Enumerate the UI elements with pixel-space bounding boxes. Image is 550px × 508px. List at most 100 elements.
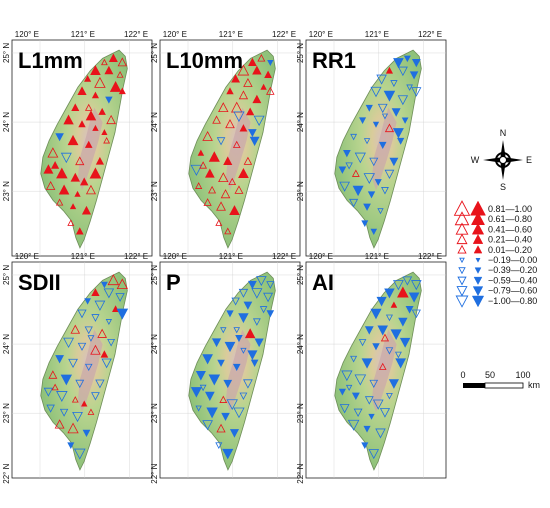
trend-marker-up [95, 156, 104, 165]
trend-marker-down [411, 280, 422, 291]
trend-marker-down [376, 74, 387, 85]
trend-marker-down [235, 335, 243, 343]
lat-tick-label: 25° N [2, 43, 11, 63]
trend-marker-down [250, 359, 259, 367]
trend-marker-down [354, 374, 367, 386]
panel-title: SDII [18, 270, 61, 295]
trend-marker-down [224, 341, 236, 353]
legend-range-label: 0.61—0.80 [488, 214, 532, 224]
trend-marker-up [70, 324, 81, 334]
trend-marker-up [43, 164, 54, 174]
lon-tick-label: 120° E [309, 252, 333, 261]
trend-marker-down [215, 442, 223, 450]
trend-marker-down [368, 449, 380, 460]
trend-marker-down [222, 448, 234, 460]
trend-marker-up [97, 328, 108, 338]
trend-marker-up [48, 370, 58, 379]
trend-marker-down [363, 173, 375, 184]
trend-marker-up [260, 83, 267, 90]
trend-marker-down [405, 305, 414, 314]
legend-filled-up-icon [473, 245, 483, 254]
trend-marker-down [77, 309, 87, 319]
trend-marker-up [243, 156, 253, 165]
trend-marker-down [392, 128, 404, 139]
compass-n-label: N [500, 128, 507, 138]
trend-marker-up [208, 185, 217, 194]
trend-marker-down [116, 308, 129, 320]
trend-marker-down [398, 317, 408, 327]
trend-marker-up [116, 71, 124, 78]
trend-marker-up [226, 87, 234, 95]
legend-hollow-up-icon [454, 211, 470, 226]
trend-marker-down [115, 293, 125, 302]
trend-marker-down [204, 391, 215, 401]
trend-marker-up [390, 301, 398, 308]
trend-marker-down [216, 137, 226, 146]
trend-marker-up [246, 107, 255, 116]
trend-marker-up [80, 177, 89, 186]
trend-marker-down [339, 181, 350, 192]
trend-marker-down [248, 129, 257, 138]
trend-marker-up [219, 395, 228, 403]
trend-marker-up [378, 362, 387, 370]
lon-tick-label: 122° E [272, 252, 296, 261]
trend-marker-up [205, 168, 215, 178]
panel-title: AI [312, 270, 334, 295]
trend-marker-up [252, 94, 262, 104]
legend-filled-down-icon [471, 295, 485, 308]
trend-marker-up [266, 86, 275, 95]
trend-marker-down [406, 84, 413, 91]
trend-marker-down [368, 413, 375, 420]
trend-marker-down [107, 338, 116, 347]
lon-tick-label: 122° E [418, 30, 442, 39]
legend-filled-down-icon [475, 257, 481, 263]
legend-range-label: −1.00—0.80 [488, 296, 537, 306]
trend-marker-down [238, 288, 249, 298]
legend-hollow-up-icon [457, 244, 467, 254]
trend-marker-down [247, 280, 257, 290]
lat-tick-label: 23° N [296, 403, 305, 423]
legend-filled-down-icon [474, 267, 482, 274]
trend-marker-down [409, 71, 419, 80]
trend-marker-up [244, 328, 256, 339]
trend-marker-up [232, 140, 241, 148]
trend-marker-down [84, 298, 91, 305]
lon-tick-label: 121° E [365, 252, 389, 261]
trend-marker-up [104, 65, 114, 75]
trend-marker-down [363, 203, 371, 211]
trend-marker-down [252, 318, 261, 326]
trend-marker-down [390, 329, 402, 340]
lat-tick-label: 24° N [296, 112, 305, 132]
trend-marker-up [117, 57, 128, 67]
lat-tick-label: 23° N [296, 181, 305, 201]
lon-tick-label: 120° E [309, 30, 333, 39]
trend-marker-down [361, 442, 369, 450]
lat-tick-label: 22° N [2, 463, 11, 483]
trend-marker-down [350, 355, 358, 363]
lat-tick-label: 23° N [150, 181, 159, 201]
lon-tick-label: 121° E [219, 30, 243, 39]
trend-marker-down [233, 111, 245, 123]
trend-marker-up [74, 190, 81, 197]
trend-marker-up [81, 205, 92, 215]
trend-marker-down [338, 166, 347, 174]
trend-marker-up [397, 286, 409, 298]
trend-marker-down [67, 442, 75, 450]
trend-marker-up [67, 219, 75, 226]
trend-marker-down [105, 319, 113, 326]
trend-marker-up [252, 65, 262, 75]
trend-marker-up [239, 124, 248, 132]
trend-marker-down [338, 388, 347, 396]
trend-marker-up [75, 156, 85, 166]
trend-marker-down [206, 407, 218, 419]
trend-marker-down [87, 335, 95, 342]
lat-tick-label: 23° N [2, 403, 11, 423]
trend-marker-up [216, 201, 226, 211]
legend-range-label: −0.39—0.20 [488, 265, 537, 275]
trend-marker-down [378, 141, 387, 150]
trend-marker-down [91, 314, 100, 322]
trend-marker-down [68, 358, 78, 369]
trend-marker-down [84, 363, 93, 372]
compass-e-label: E [526, 155, 532, 165]
trend-marker-down [341, 370, 353, 382]
